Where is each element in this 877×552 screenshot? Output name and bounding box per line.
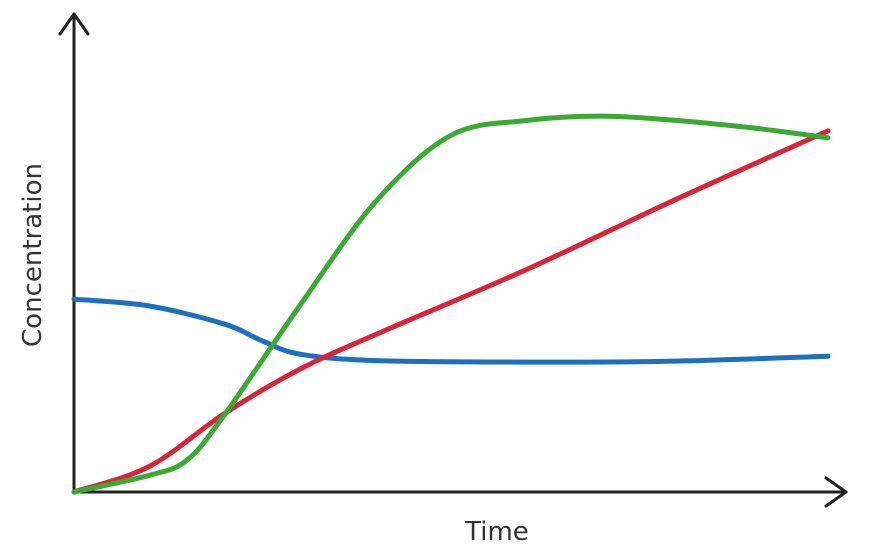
y-axis-arrow-icon (58, 12, 90, 36)
red-series-line (71, 128, 831, 495)
green-series-line (71, 113, 831, 495)
y-axis-title: Concentration (18, 163, 48, 347)
x-axis (72, 476, 848, 508)
x-axis-title: Time (464, 517, 529, 547)
blue-series-line (71, 296, 831, 365)
y-axis (58, 12, 90, 494)
series-layer (71, 113, 831, 495)
x-axis-arrow-icon (824, 476, 848, 508)
